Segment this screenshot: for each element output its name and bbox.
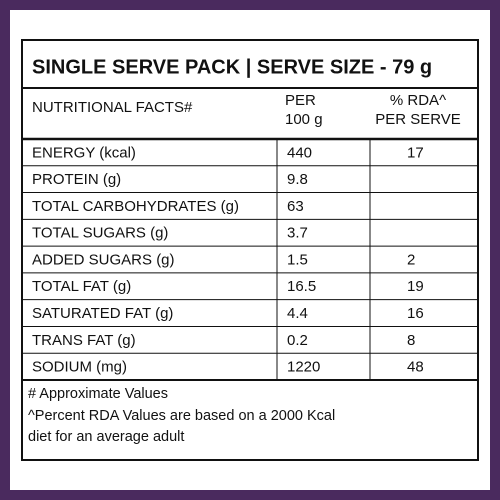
row-name: SATURATED FAT (g) xyxy=(32,305,173,322)
footnote: # Approximate Values xyxy=(28,386,168,402)
row-name: PROTEIN (g) xyxy=(32,171,121,188)
rda: 17 xyxy=(407,144,424,161)
per-100g: 1.5 xyxy=(287,251,308,268)
footnote: diet for an average adult xyxy=(28,429,184,445)
per-100g: 1220 xyxy=(287,359,320,376)
title: SINGLE SERVE PACK | SERVE SIZE - 79 g xyxy=(32,56,432,78)
rda: 19 xyxy=(407,278,424,295)
per-100g: 4.4 xyxy=(287,305,308,322)
header-per: PER xyxy=(285,92,316,109)
rda: 8 xyxy=(407,332,415,349)
row-name: SODIUM (mg) xyxy=(32,359,127,376)
rda: 16 xyxy=(407,305,424,322)
row-name: TOTAL FAT (g) xyxy=(32,278,131,295)
header-name: NUTRITIONAL FACTS# xyxy=(32,99,193,116)
footnote: ^Percent RDA Values are based on a 2000 … xyxy=(28,408,335,424)
header-per: 100 g xyxy=(285,111,323,128)
row-name: TOTAL SUGARS (g) xyxy=(32,225,168,242)
per-100g: 63 xyxy=(287,198,304,215)
per-100g: 440 xyxy=(287,144,312,161)
per-100g: 0.2 xyxy=(287,332,308,349)
table-border xyxy=(21,39,479,461)
header-rda: PER SERVE xyxy=(375,111,461,128)
header-rda: % RDA^ xyxy=(390,92,446,109)
per-100g: 3.7 xyxy=(287,225,308,242)
per-100g: 9.8 xyxy=(287,171,308,188)
rda: 2 xyxy=(407,251,415,268)
row-name: ADDED SUGARS (g) xyxy=(32,251,175,268)
rda: 48 xyxy=(407,359,424,376)
row-name: TOTAL CARBOHYDRATES (g) xyxy=(32,198,239,215)
row-name: TRANS FAT (g) xyxy=(32,332,136,349)
per-100g: 16.5 xyxy=(287,278,316,295)
row-name: ENERGY (kcal) xyxy=(32,144,136,161)
